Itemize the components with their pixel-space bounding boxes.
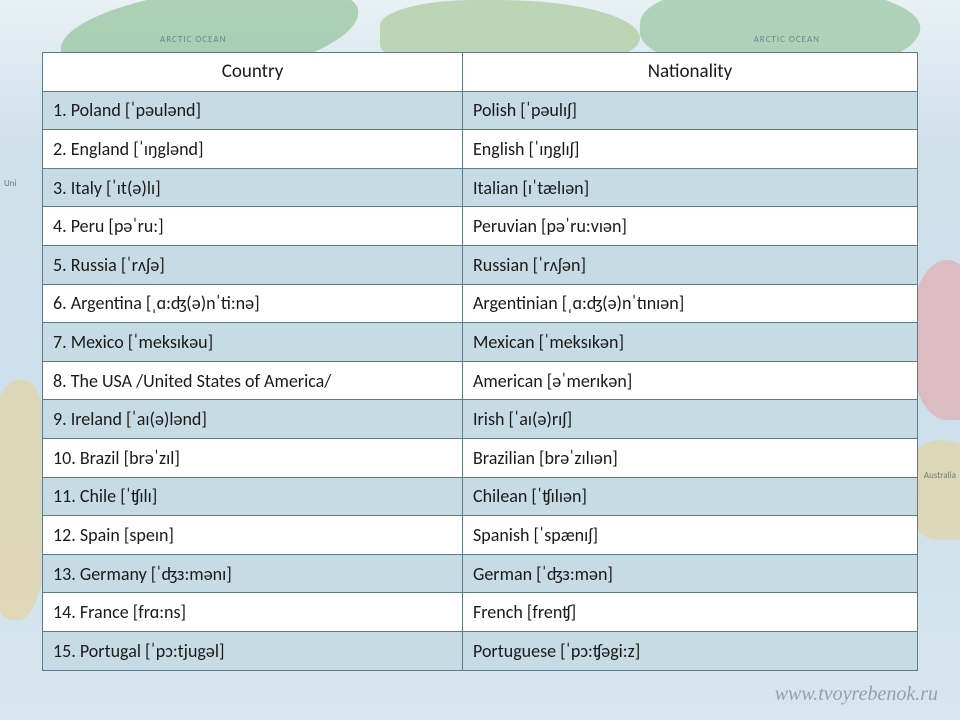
nationality-cell: Spanish [ˈspænıʃ] [463,516,918,555]
country-cell: 9. Ireland [ˈaı(ə)lənd] [43,400,463,439]
table-row: 14. France [frɑ:ns]French [frenʧ] [43,593,918,632]
table-row: 3. Italy [ˈıt(ə)lı]Italian [ıˈtælıən] [43,168,918,207]
nationality-cell: Argentinian [ˌɑ:ʤ(ə)nˈtınıən] [463,284,918,323]
nationality-cell: Chilean [ˈʧılıən] [463,477,918,516]
nationality-cell: German [ˈʤɜ:mən] [463,554,918,593]
country-cell: 6. Argentina [ˌɑ:ʤ(ə)nˈti:nə] [43,284,463,323]
table-row: 5. Russia [ˈrʌʃə]Russian [ˈrʌʃən] [43,245,918,284]
col-header-country: Country [43,53,463,92]
country-cell: 2. England [ˈıŋglənd] [43,130,463,169]
table-row: 9. Ireland [ˈaı(ə)lənd]Irish [ˈaı(ə)rıʃ] [43,400,918,439]
country-cell: 7. Mexico [ˈmeksıkəu] [43,323,463,362]
country-cell: 10. Brazil [brəˈzıl] [43,438,463,477]
nationality-cell: Mexican [ˈmeksıkən] [463,323,918,362]
table-row: 2. England [ˈıŋglənd]English [ˈıŋglıʃ] [43,130,918,169]
country-cell: 8. The USA /United States of America/ [43,361,463,400]
ocean-label: ARCTIC OCEAN [160,34,226,45]
country-cell: 1. Poland [ˈpəulənd] [43,91,463,130]
nationality-cell: English [ˈıŋglıʃ] [463,130,918,169]
table-header-row: Country Nationality [43,53,918,92]
nationality-cell: Irish [ˈaı(ə)rıʃ] [463,400,918,439]
table-row: 11. Chile [ˈʧılı]Chilean [ˈʧılıən] [43,477,918,516]
country-cell: 3. Italy [ˈıt(ə)lı] [43,168,463,207]
nationality-cell: Russian [ˈrʌʃən] [463,245,918,284]
country-cell: 11. Chile [ˈʧılı] [43,477,463,516]
table-row: 15. Portugal [ˈpɔ:tjugəl]Portuguese [ˈpɔ… [43,631,918,670]
watermark: www.tvoyrebenok.ru [775,683,938,706]
country-cell: 15. Portugal [ˈpɔ:tjugəl] [43,631,463,670]
table-row: 7. Mexico [ˈmeksıkəu]Mexican [ˈmeksıkən] [43,323,918,362]
nationality-cell: French [frenʧ] [463,593,918,632]
nationality-table-container: Country Nationality 1. Poland [ˈpəulənd]… [42,52,918,670]
table-row: 8. The USA /United States of America/Ame… [43,361,918,400]
nationality-cell: Polish [ˈpəulıʃ] [463,91,918,130]
country-cell: 12. Spain [speın] [43,516,463,555]
nationality-cell: Peruvian [pəˈru:vıən] [463,207,918,246]
ocean-label: ARCTIC OCEAN [754,34,820,45]
table-row: 6. Argentina [ˌɑ:ʤ(ə)nˈti:nə]Argentinian… [43,284,918,323]
col-header-nationality: Nationality [463,53,918,92]
nationality-cell: Italian [ıˈtælıən] [463,168,918,207]
table-row: 13. Germany [ˈʤɜ:mənı]German [ˈʤɜ:mən] [43,554,918,593]
map-label: Uni [4,178,17,189]
nationality-cell: Brazilian [brəˈzılıən] [463,438,918,477]
table-row: 1. Poland [ˈpəulənd]Polish [ˈpəulıʃ] [43,91,918,130]
table-row: 12. Spain [speın]Spanish [ˈspænıʃ] [43,516,918,555]
country-cell: 14. France [frɑ:ns] [43,593,463,632]
nationality-cell: American [əˈmerıkən] [463,361,918,400]
map-label: Australia [924,470,956,481]
table-row: 10. Brazil [brəˈzıl]Brazilian [brəˈzılıə… [43,438,918,477]
nationality-cell: Portuguese [ˈpɔ:ʧəgi:z] [463,631,918,670]
nationality-table: Country Nationality 1. Poland [ˈpəulənd]… [42,52,918,671]
country-cell: 4. Peru [pəˈru:] [43,207,463,246]
table-row: 4. Peru [pəˈru:]Peruvian [pəˈru:vıən] [43,207,918,246]
country-cell: 5. Russia [ˈrʌʃə] [43,245,463,284]
country-cell: 13. Germany [ˈʤɜ:mənı] [43,554,463,593]
